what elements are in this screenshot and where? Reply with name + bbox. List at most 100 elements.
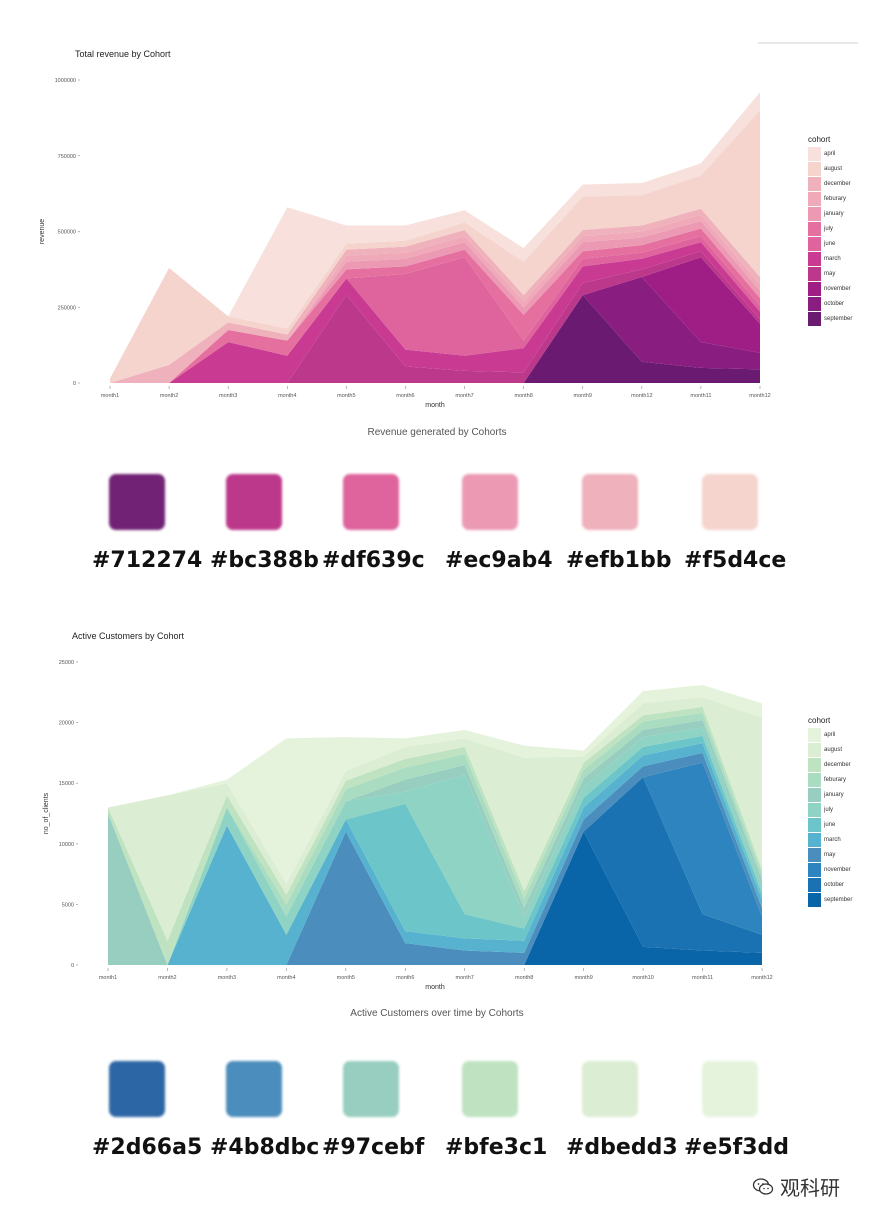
chart2-legend-title: cohort bbox=[808, 716, 831, 725]
legend-label: october bbox=[824, 301, 845, 307]
legend-label: september bbox=[824, 316, 853, 322]
color-hex-label: #dbedd3 bbox=[566, 1135, 678, 1160]
legend-item-march: march bbox=[808, 252, 841, 266]
x-tick-label: month6 bbox=[396, 975, 414, 981]
legend-key bbox=[808, 833, 821, 847]
y-tick-label: 0 bbox=[73, 381, 76, 387]
x-tick-label: month12 bbox=[749, 393, 770, 399]
legend-item-march: march bbox=[808, 833, 841, 847]
x-tick-label: month4 bbox=[278, 393, 296, 399]
legend-label: june bbox=[824, 822, 836, 828]
legend-item-august: august bbox=[808, 743, 842, 757]
legend-key bbox=[808, 237, 821, 251]
color-hex-label: #2d66a5 bbox=[92, 1135, 203, 1160]
area-november bbox=[108, 762, 762, 965]
legend-key bbox=[808, 818, 821, 832]
color-hex-label: #efb1bb bbox=[566, 548, 672, 573]
legend-key bbox=[808, 207, 821, 221]
x-tick-label: month8 bbox=[515, 975, 533, 981]
x-tick-label: month5 bbox=[337, 393, 355, 399]
area-june bbox=[108, 735, 762, 965]
y-tick-label: 15000 bbox=[59, 781, 74, 787]
wechat-icon bbox=[752, 1177, 774, 1195]
legend-key bbox=[808, 222, 821, 236]
x-tick-label: month6 bbox=[396, 393, 414, 399]
legend-item-november: november bbox=[808, 863, 851, 877]
legend-item-may: may bbox=[808, 848, 835, 862]
chart1-title: Total revenue by Cohort bbox=[75, 49, 171, 59]
area-march bbox=[110, 242, 760, 383]
legend-label: january bbox=[824, 792, 844, 798]
color-swatch bbox=[226, 474, 282, 530]
x-tick-label: month3 bbox=[219, 393, 237, 399]
x-tick-label: month12 bbox=[631, 393, 652, 399]
chart1-svg: 0 250000 500000 750000 1000000 month1 month2 mo… bbox=[39, 78, 771, 409]
legend-label: may bbox=[824, 852, 836, 858]
legend-key bbox=[808, 312, 821, 326]
x-tick-label: month12 bbox=[751, 975, 772, 981]
chart2-svg: 0 5000 10000 15000 20000 25000 month1 month2 mon… bbox=[43, 660, 773, 991]
legend-key bbox=[808, 773, 821, 787]
legend-label: august bbox=[824, 747, 843, 753]
chart2-caption: Active Customers over time by Cohorts bbox=[350, 1008, 524, 1019]
legend-label: feburary bbox=[824, 196, 847, 202]
legend-label: april bbox=[824, 151, 836, 157]
watermark: 观科研 bbox=[752, 1172, 840, 1201]
legend-label: november bbox=[824, 286, 851, 292]
x-axis-label: month bbox=[425, 402, 445, 409]
color-hex-label: #4b8dbc bbox=[210, 1135, 320, 1160]
legend-label: march bbox=[824, 256, 841, 262]
legend-label: feburary bbox=[824, 777, 847, 783]
legend-key bbox=[808, 848, 821, 862]
legend-label: june bbox=[824, 241, 836, 247]
y-tick-label: 500000 bbox=[58, 230, 76, 236]
area-november bbox=[110, 257, 760, 383]
x-tick-label: month7 bbox=[456, 975, 474, 981]
legend-key bbox=[808, 788, 821, 802]
color-swatch bbox=[702, 1061, 758, 1117]
legend-item-january: january bbox=[808, 207, 844, 221]
color-swatch bbox=[582, 1061, 638, 1117]
legend-item-april: april bbox=[808, 728, 835, 742]
color-swatch bbox=[702, 474, 758, 530]
chart2-title: Active Customers by Cohort bbox=[72, 631, 185, 641]
color-hex-label: #ec9ab4 bbox=[445, 548, 553, 573]
color-hex-label: #97cebf bbox=[322, 1135, 425, 1160]
area-feburary bbox=[108, 712, 762, 965]
legend-key bbox=[808, 297, 821, 311]
y-tick-label: 5000 bbox=[62, 902, 74, 908]
legend-key bbox=[808, 758, 821, 772]
color-hex-label: #bfe3c1 bbox=[445, 1135, 548, 1160]
chart1-legend-title: cohort bbox=[808, 135, 831, 144]
color-swatch bbox=[226, 1061, 282, 1117]
legend-item-feburary: feburary bbox=[808, 192, 846, 206]
area-august bbox=[110, 110, 760, 384]
legend-key bbox=[808, 878, 821, 892]
legend-key bbox=[808, 147, 821, 161]
legend-label: august bbox=[824, 166, 843, 172]
legend-key bbox=[808, 162, 821, 176]
legend-item-december: december bbox=[808, 177, 851, 191]
legend-item-june: june bbox=[808, 237, 835, 251]
x-tick-label: month2 bbox=[160, 393, 178, 399]
legend-item-may: may bbox=[808, 267, 835, 281]
y-tick-label: 1000000 bbox=[55, 78, 76, 84]
x-tick-label: month3 bbox=[218, 975, 236, 981]
color-swatch bbox=[582, 474, 638, 530]
area-october bbox=[110, 276, 760, 383]
legend-item-april: april bbox=[808, 147, 835, 161]
legend-item-july: july bbox=[808, 222, 833, 236]
legend-item-september: september bbox=[808, 893, 852, 907]
color-swatch bbox=[109, 1061, 165, 1117]
legend-item-september: september bbox=[808, 312, 852, 326]
legend-label: december bbox=[824, 762, 851, 768]
legend-key bbox=[808, 743, 821, 757]
area-september bbox=[110, 295, 760, 383]
legend-label: march bbox=[824, 837, 841, 843]
legend-key bbox=[808, 803, 821, 817]
color-swatch bbox=[462, 1061, 518, 1117]
legend-key bbox=[808, 863, 821, 877]
area-december bbox=[110, 208, 760, 383]
x-tick-label: month1 bbox=[101, 393, 119, 399]
y-axis-label: revenue bbox=[39, 219, 46, 244]
